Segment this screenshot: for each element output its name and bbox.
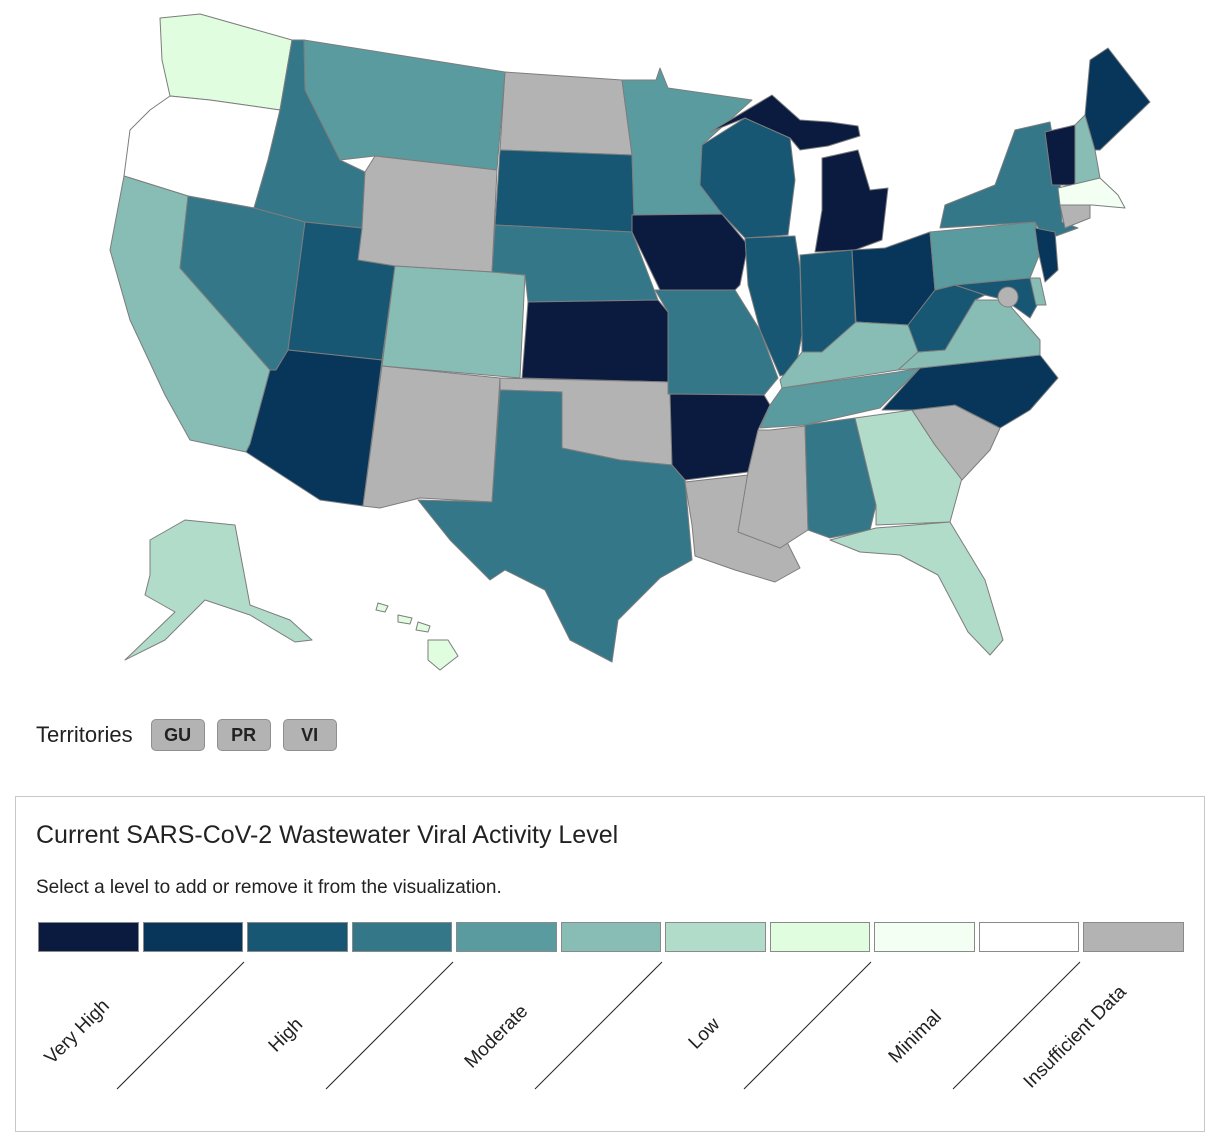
- territories-row: Territories GU PR VI: [36, 718, 349, 752]
- legend-divider: [743, 961, 872, 1090]
- legend-swatch-moderate-2[interactable]: [560, 922, 662, 952]
- legend-divider: [325, 961, 454, 1090]
- territory-button-pr[interactable]: PR: [216, 719, 271, 751]
- state-NM[interactable]: [362, 365, 501, 509]
- legend-divider: [534, 961, 663, 1090]
- state-HI[interactable]: [427, 639, 459, 671]
- legend-swatch-high-2[interactable]: [351, 922, 453, 952]
- state-AZ[interactable]: [245, 349, 383, 507]
- legend-swatch-low-2[interactable]: [769, 922, 871, 952]
- state-NH[interactable]: [1074, 114, 1101, 186]
- state-DC[interactable]: [997, 286, 1019, 308]
- state-MO[interactable]: [654, 289, 779, 396]
- legend-swatch-moderate-1[interactable]: [456, 922, 557, 952]
- legend-title: Current SARS-CoV-2 Wastewater Viral Acti…: [36, 821, 619, 849]
- legend-swatches: [38, 922, 1185, 952]
- state-SD[interactable]: [494, 149, 635, 233]
- legend-divider: [952, 961, 1081, 1090]
- legend-panel: Current SARS-CoV-2 Wastewater Viral Acti…: [15, 796, 1205, 1132]
- legend-swatch-low-1[interactable]: [665, 922, 766, 952]
- legend-swatch-very-high-2[interactable]: [142, 922, 244, 952]
- territory-button-gu[interactable]: GU: [150, 719, 205, 751]
- state-TX[interactable]: [417, 389, 693, 663]
- legend-label-minimal: Minimal: [885, 1006, 946, 1067]
- state-HI-islands[interactable]: [375, 602, 431, 633]
- legend-label-high: High: [265, 1014, 307, 1056]
- state-MI-lower[interactable]: [814, 149, 889, 253]
- state-NJ[interactable]: [1034, 227, 1059, 283]
- legend-swatch-minimal-1[interactable]: [874, 922, 975, 952]
- territory-button-vi[interactable]: VI: [282, 719, 337, 751]
- state-CO[interactable]: [381, 265, 526, 379]
- state-KS[interactable]: [521, 299, 671, 383]
- territories-label: Territories: [36, 722, 133, 747]
- state-TN[interactable]: [759, 367, 921, 429]
- legend-label-very-high: Very High: [41, 995, 114, 1068]
- state-ND[interactable]: [499, 71, 633, 156]
- state-AK[interactable]: [124, 519, 313, 661]
- legend-label-low: Low: [685, 1014, 725, 1054]
- legend-swatch-insufficient[interactable]: [1083, 922, 1185, 952]
- legend-label-moderate: Moderate: [461, 1001, 533, 1073]
- state-FL[interactable]: [829, 521, 1004, 656]
- legend-subtitle: Select a level to add or remove it from …: [36, 877, 502, 898]
- state-WY[interactable]: [357, 155, 498, 273]
- legend-swatch-very-high-1[interactable]: [38, 922, 139, 952]
- legend-swatch-minimal-2[interactable]: [978, 922, 1080, 952]
- state-ME[interactable]: [1084, 47, 1151, 151]
- legend-label-insufficient: Insufficient Data: [1020, 981, 1131, 1092]
- legend-tick-area: Very High High Moderate Low Minimal Insu…: [41, 961, 1131, 1093]
- state-NY[interactable]: [939, 121, 1079, 241]
- us-state-map: [109, 13, 1151, 671]
- state-DE[interactable]: [1029, 277, 1047, 306]
- state-CT[interactable]: [1059, 204, 1091, 229]
- legend-swatch-high-1[interactable]: [247, 922, 348, 952]
- state-WA[interactable]: [159, 13, 293, 111]
- legend-divider: [116, 961, 245, 1090]
- state-MI-upper[interactable]: [709, 94, 861, 151]
